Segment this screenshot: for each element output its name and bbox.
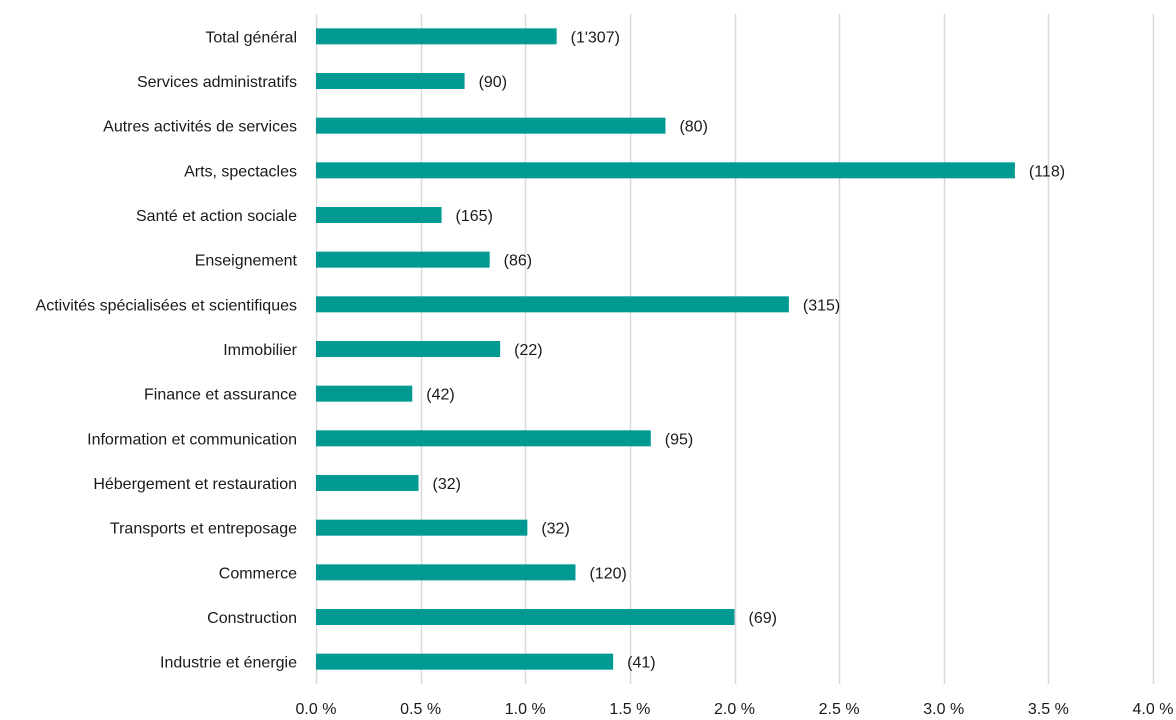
bars [316, 28, 1015, 670]
bar [316, 162, 1015, 179]
category-label: Autres activités de services [103, 119, 297, 136]
data-label: (32) [433, 476, 461, 493]
category-label: Finance et assurance [144, 387, 297, 404]
data-label: (86) [504, 253, 532, 270]
x-tick-label: 1.0 % [505, 701, 546, 718]
category-label: Immobilier [223, 342, 297, 359]
category-label: Enseignement [195, 253, 298, 270]
bar [316, 430, 651, 447]
data-label: (41) [627, 655, 655, 672]
bar [316, 609, 735, 625]
category-label: Activités spécialisées et scientifiques [36, 297, 297, 314]
category-label: Santé et action sociale [136, 208, 297, 225]
x-tick-label: 3.0 % [923, 701, 964, 718]
bar [316, 519, 528, 536]
bar [316, 475, 419, 491]
x-tick-label: 0.0 % [296, 701, 337, 718]
data-labels: (1'307) (90) (80) (118) (165) (86) (315) (22) (4… [426, 29, 1065, 671]
data-label: (1'307) [571, 29, 620, 46]
data-label: (80) [679, 119, 707, 136]
x-tick-label: 2.5 % [819, 701, 860, 718]
data-label: (165) [456, 208, 493, 225]
data-label: (90) [479, 74, 507, 91]
data-label: (315) [803, 297, 840, 314]
data-label: (120) [589, 565, 626, 582]
category-label: Arts, spectacles [184, 163, 297, 180]
category-label: Commerce [219, 565, 297, 582]
category-label: Information et communication [87, 431, 297, 448]
x-tick-label: 3.5 % [1028, 701, 1069, 718]
bar [316, 385, 413, 402]
bar [316, 341, 501, 357]
category-label: Services administratifs [137, 74, 297, 91]
x-tick-label: 1.5 % [609, 701, 650, 718]
bar [316, 28, 557, 45]
bar [316, 73, 465, 89]
data-label: (95) [665, 431, 693, 448]
x-tick-label: 2.0 % [714, 701, 755, 718]
category-label: Hébergement et restauration [93, 476, 297, 493]
x-tick-label: 0.5 % [400, 701, 441, 718]
data-label: (42) [426, 387, 454, 404]
data-label: (118) [1029, 163, 1065, 180]
category-label: Industrie et énergie [160, 655, 297, 672]
bar [316, 653, 614, 670]
bar [316, 117, 666, 134]
x-tick-labels: 0.0 % 0.5 % 1.0 % 1.5 % 2.0 % 2.5 % 3.0 % 3.5 %… [296, 701, 1174, 718]
category-label: Total général [205, 29, 297, 46]
data-label: (69) [749, 610, 777, 627]
category-label: Transports et entreposage [110, 521, 297, 538]
bar [316, 207, 442, 223]
bar [316, 251, 490, 268]
category-labels: Total général Services administratifs Autr… [36, 29, 298, 671]
data-label: (32) [541, 521, 569, 538]
x-tick-label: 4.0 % [1133, 701, 1174, 718]
bar [316, 296, 789, 313]
data-label: (22) [514, 342, 542, 359]
bar [316, 564, 576, 581]
category-label: Construction [207, 610, 297, 627]
